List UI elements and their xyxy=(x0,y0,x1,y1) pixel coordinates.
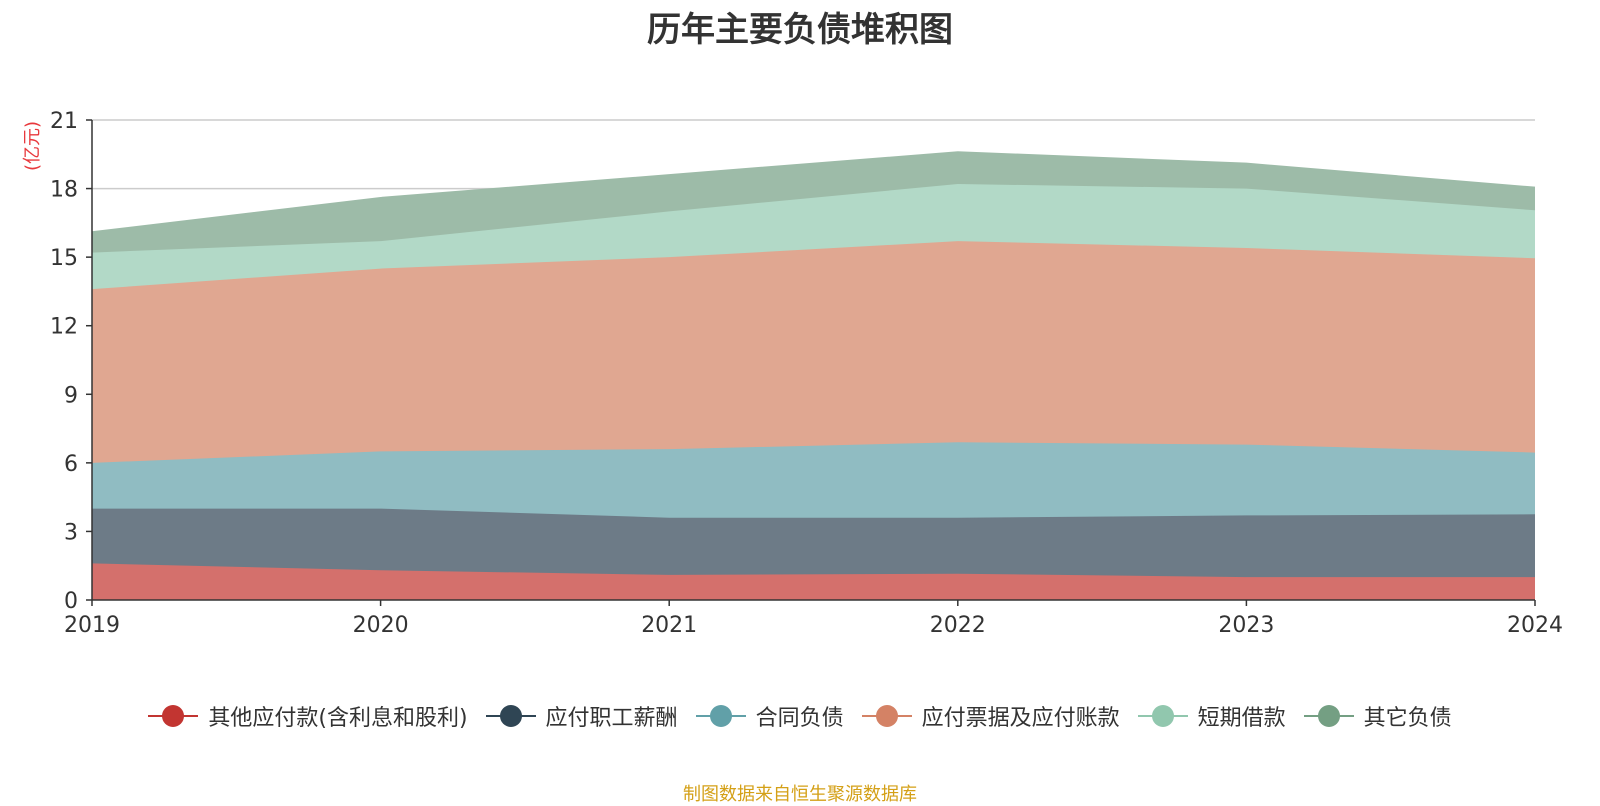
y-tick-label: 0 xyxy=(64,589,78,614)
area-series-2 xyxy=(92,442,1535,518)
legend-label: 应付票据及应付账款 xyxy=(921,706,1120,731)
y-tick-label: 15 xyxy=(50,246,78,271)
stacked-area-chart: 0 3 6 9 12 15 18 21 2019 2020 2021 2022 2023 2024 (亿元… xyxy=(22,109,1563,638)
legend-dot-icon xyxy=(1317,705,1340,727)
x-tick-label: 2019 xyxy=(64,613,120,638)
legend-marker-icon xyxy=(695,704,746,728)
legend-dot-icon xyxy=(162,705,185,727)
legend-item-4[interactable]: 短期借款 xyxy=(1137,700,1286,732)
area-series-0 xyxy=(92,563,1535,600)
legend-item-1[interactable]: 应付职工薪酬 xyxy=(485,700,678,732)
area-series-1 xyxy=(92,508,1535,578)
y-tick-label: 12 xyxy=(50,315,78,340)
legend-dot-icon xyxy=(875,705,898,727)
y-tick-label: 21 xyxy=(50,109,78,134)
legend-label: 其他应付款(含利息和股利) xyxy=(208,706,468,731)
area-series-5 xyxy=(92,152,1535,253)
x-tick-label: 2022 xyxy=(930,613,986,638)
area-series-layer xyxy=(91,151,1536,600)
y-tick-label: 18 xyxy=(50,178,78,203)
axes xyxy=(91,120,1535,601)
legend-dot-icon xyxy=(709,705,732,727)
x-tick-label: 2024 xyxy=(1507,613,1563,638)
legend-dot-icon xyxy=(499,705,522,727)
legend-marker-icon xyxy=(485,704,536,728)
source-note: 制图数据来自恒生聚源数据库 xyxy=(683,784,917,805)
x-tick-label: 2023 xyxy=(1218,613,1274,638)
chart-title: 历年主要负债堆积图 xyxy=(647,10,953,50)
legend-item-5[interactable]: 其它负债 xyxy=(1303,700,1452,732)
x-tick-label: 2020 xyxy=(353,613,409,638)
legend-label: 应付职工薪酬 xyxy=(545,706,678,731)
y-tick-label: 9 xyxy=(64,383,78,408)
legend-label: 其它负债 xyxy=(1363,706,1452,731)
tick-labels: 0 3 6 9 12 15 18 21 2019 2020 2021 2022 2023 2024 xyxy=(50,109,1563,638)
legend-marker-icon xyxy=(1303,704,1354,728)
legend-item-2[interactable]: 合同负债 xyxy=(695,700,844,732)
legend-label: 合同负债 xyxy=(755,706,844,731)
y-axis-unit-label: (亿元) xyxy=(22,121,43,171)
area-series-3 xyxy=(92,241,1535,463)
legend-marker-icon xyxy=(148,704,199,728)
legend-marker-icon xyxy=(861,704,912,728)
area-series-4 xyxy=(92,184,1535,290)
legend-label: 短期借款 xyxy=(1197,706,1286,731)
legend: 其他应付款(含利息和股利) 应付职工薪酬 合同负债 应付票据及应付账款 短期借款 其它负债 xyxy=(0,700,1600,732)
y-tick-label: 3 xyxy=(64,520,78,545)
y-tick-label: 6 xyxy=(64,452,78,477)
legend-item-3[interactable]: 应付票据及应付账款 xyxy=(861,700,1120,732)
area-edge-5 xyxy=(91,151,1536,233)
legend-marker-icon xyxy=(1137,704,1188,728)
legend-item-0[interactable]: 其他应付款(含利息和股利) xyxy=(148,700,468,732)
legend-dot-icon xyxy=(1151,705,1174,727)
x-tick-label: 2021 xyxy=(641,613,697,638)
